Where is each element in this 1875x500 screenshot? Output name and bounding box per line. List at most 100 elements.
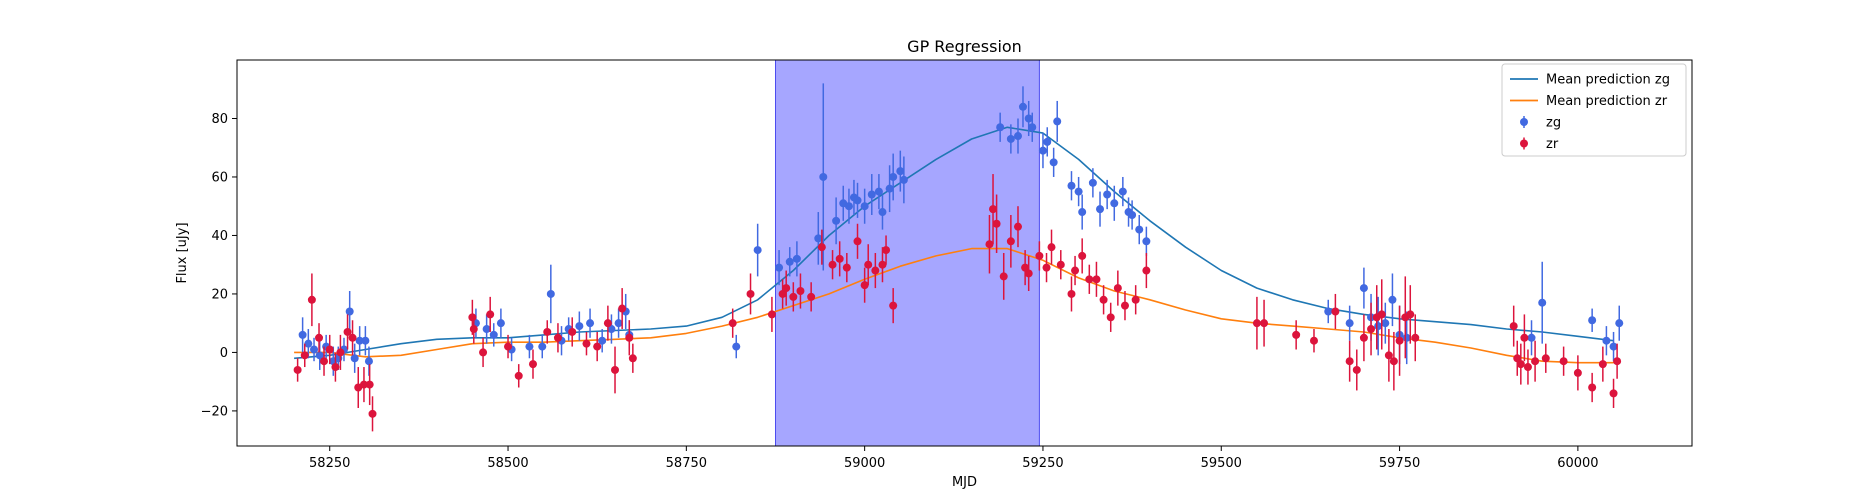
- data-point: [1384, 351, 1393, 360]
- data-point: [1609, 342, 1618, 351]
- data-point: [1028, 123, 1037, 132]
- data-point: [1103, 190, 1112, 199]
- data-point: [320, 357, 329, 366]
- data-point: [468, 313, 477, 322]
- data-point: [1520, 333, 1529, 342]
- data-point: [1013, 132, 1022, 141]
- x-tick-label: 60000: [1557, 456, 1598, 471]
- x-tick-label: 59750: [1379, 456, 1420, 471]
- data-point: [878, 208, 887, 217]
- data-point: [1324, 307, 1333, 316]
- data-point: [361, 336, 370, 345]
- plot-area: [293, 83, 1624, 432]
- data-point: [514, 371, 523, 380]
- data-point: [304, 339, 313, 348]
- data-point: [528, 360, 537, 369]
- data-point: [1021, 263, 1030, 272]
- data-point: [325, 345, 334, 354]
- data-point: [1559, 357, 1568, 366]
- data-point: [896, 167, 905, 176]
- data-point: [1047, 243, 1056, 252]
- data-point: [817, 243, 826, 252]
- data-point: [874, 187, 883, 196]
- data-point: [853, 237, 862, 246]
- data-point: [614, 319, 623, 328]
- data-point: [1359, 333, 1368, 342]
- data-point: [878, 260, 887, 269]
- data-point: [1252, 319, 1261, 328]
- data-point: [1388, 295, 1397, 304]
- data-point: [1609, 389, 1618, 398]
- data-point: [1411, 333, 1420, 342]
- data-point: [996, 123, 1005, 132]
- data-point: [753, 246, 762, 255]
- data-point: [1053, 117, 1062, 126]
- x-axis-label: MJD: [952, 475, 977, 490]
- data-point: [345, 307, 354, 316]
- data-point: [1135, 225, 1144, 234]
- data-point: [1113, 284, 1122, 293]
- data-point: [315, 333, 324, 342]
- legend-marker: [1520, 139, 1528, 148]
- data-point: [1309, 336, 1318, 345]
- y-tick-label: 60: [211, 170, 228, 185]
- data-point: [1292, 330, 1301, 339]
- data-point: [1092, 275, 1101, 284]
- data-point: [293, 365, 302, 374]
- data-point: [1120, 301, 1129, 310]
- series-zr: [293, 174, 1622, 432]
- data-point: [1106, 313, 1115, 322]
- data-point: [1406, 310, 1415, 319]
- data-point: [1078, 208, 1087, 217]
- data-point: [1099, 295, 1108, 304]
- y-axis-label: Flux [uJy]: [175, 222, 190, 283]
- data-point: [1513, 354, 1522, 363]
- data-point: [1067, 181, 1076, 190]
- data-point: [586, 319, 595, 328]
- x-tick-label: 58750: [666, 456, 707, 471]
- data-point: [889, 172, 898, 181]
- data-point: [1359, 284, 1368, 293]
- data-point: [1615, 319, 1624, 328]
- data-point: [899, 175, 908, 184]
- y-axis: −20 0 20 40 60 80: [201, 112, 237, 419]
- legend-label: Mean prediction zg: [1546, 73, 1670, 88]
- data-point: [746, 289, 755, 298]
- data-point: [882, 246, 891, 255]
- data-point: [365, 380, 374, 389]
- data-point: [543, 327, 552, 336]
- x-tick-label: 59000: [844, 456, 885, 471]
- data-point: [1024, 269, 1033, 278]
- data-point: [732, 342, 741, 351]
- data-point: [767, 310, 776, 319]
- y-tick-label: 40: [211, 229, 228, 244]
- data-point: [1142, 237, 1151, 246]
- data-point: [842, 263, 851, 272]
- highlight-region: [774, 59, 1040, 447]
- data-point: [1018, 102, 1027, 111]
- data-point: [368, 409, 377, 418]
- data-point: [307, 295, 316, 304]
- data-point: [1395, 336, 1404, 345]
- data-point: [864, 260, 873, 269]
- data-point: [1024, 114, 1033, 123]
- legend-label: zg: [1546, 116, 1561, 131]
- data-point: [1096, 205, 1105, 214]
- data-point: [359, 380, 368, 389]
- data-point: [364, 357, 373, 366]
- data-point: [582, 339, 591, 348]
- data-point: [792, 254, 801, 263]
- data-point: [1331, 307, 1340, 316]
- data-point: [1038, 146, 1047, 155]
- data-point: [496, 319, 505, 328]
- data-point: [1389, 357, 1398, 366]
- x-axis: 58250 58500 58750 59000 59250 59500 59750 60000: [309, 446, 1599, 471]
- data-point: [525, 342, 534, 351]
- data-point: [778, 289, 787, 298]
- data-point: [1352, 365, 1361, 374]
- data-point: [486, 310, 495, 319]
- data-point: [1043, 137, 1052, 146]
- data-point: [1013, 222, 1022, 231]
- data-point: [785, 257, 794, 266]
- data-point: [355, 336, 364, 345]
